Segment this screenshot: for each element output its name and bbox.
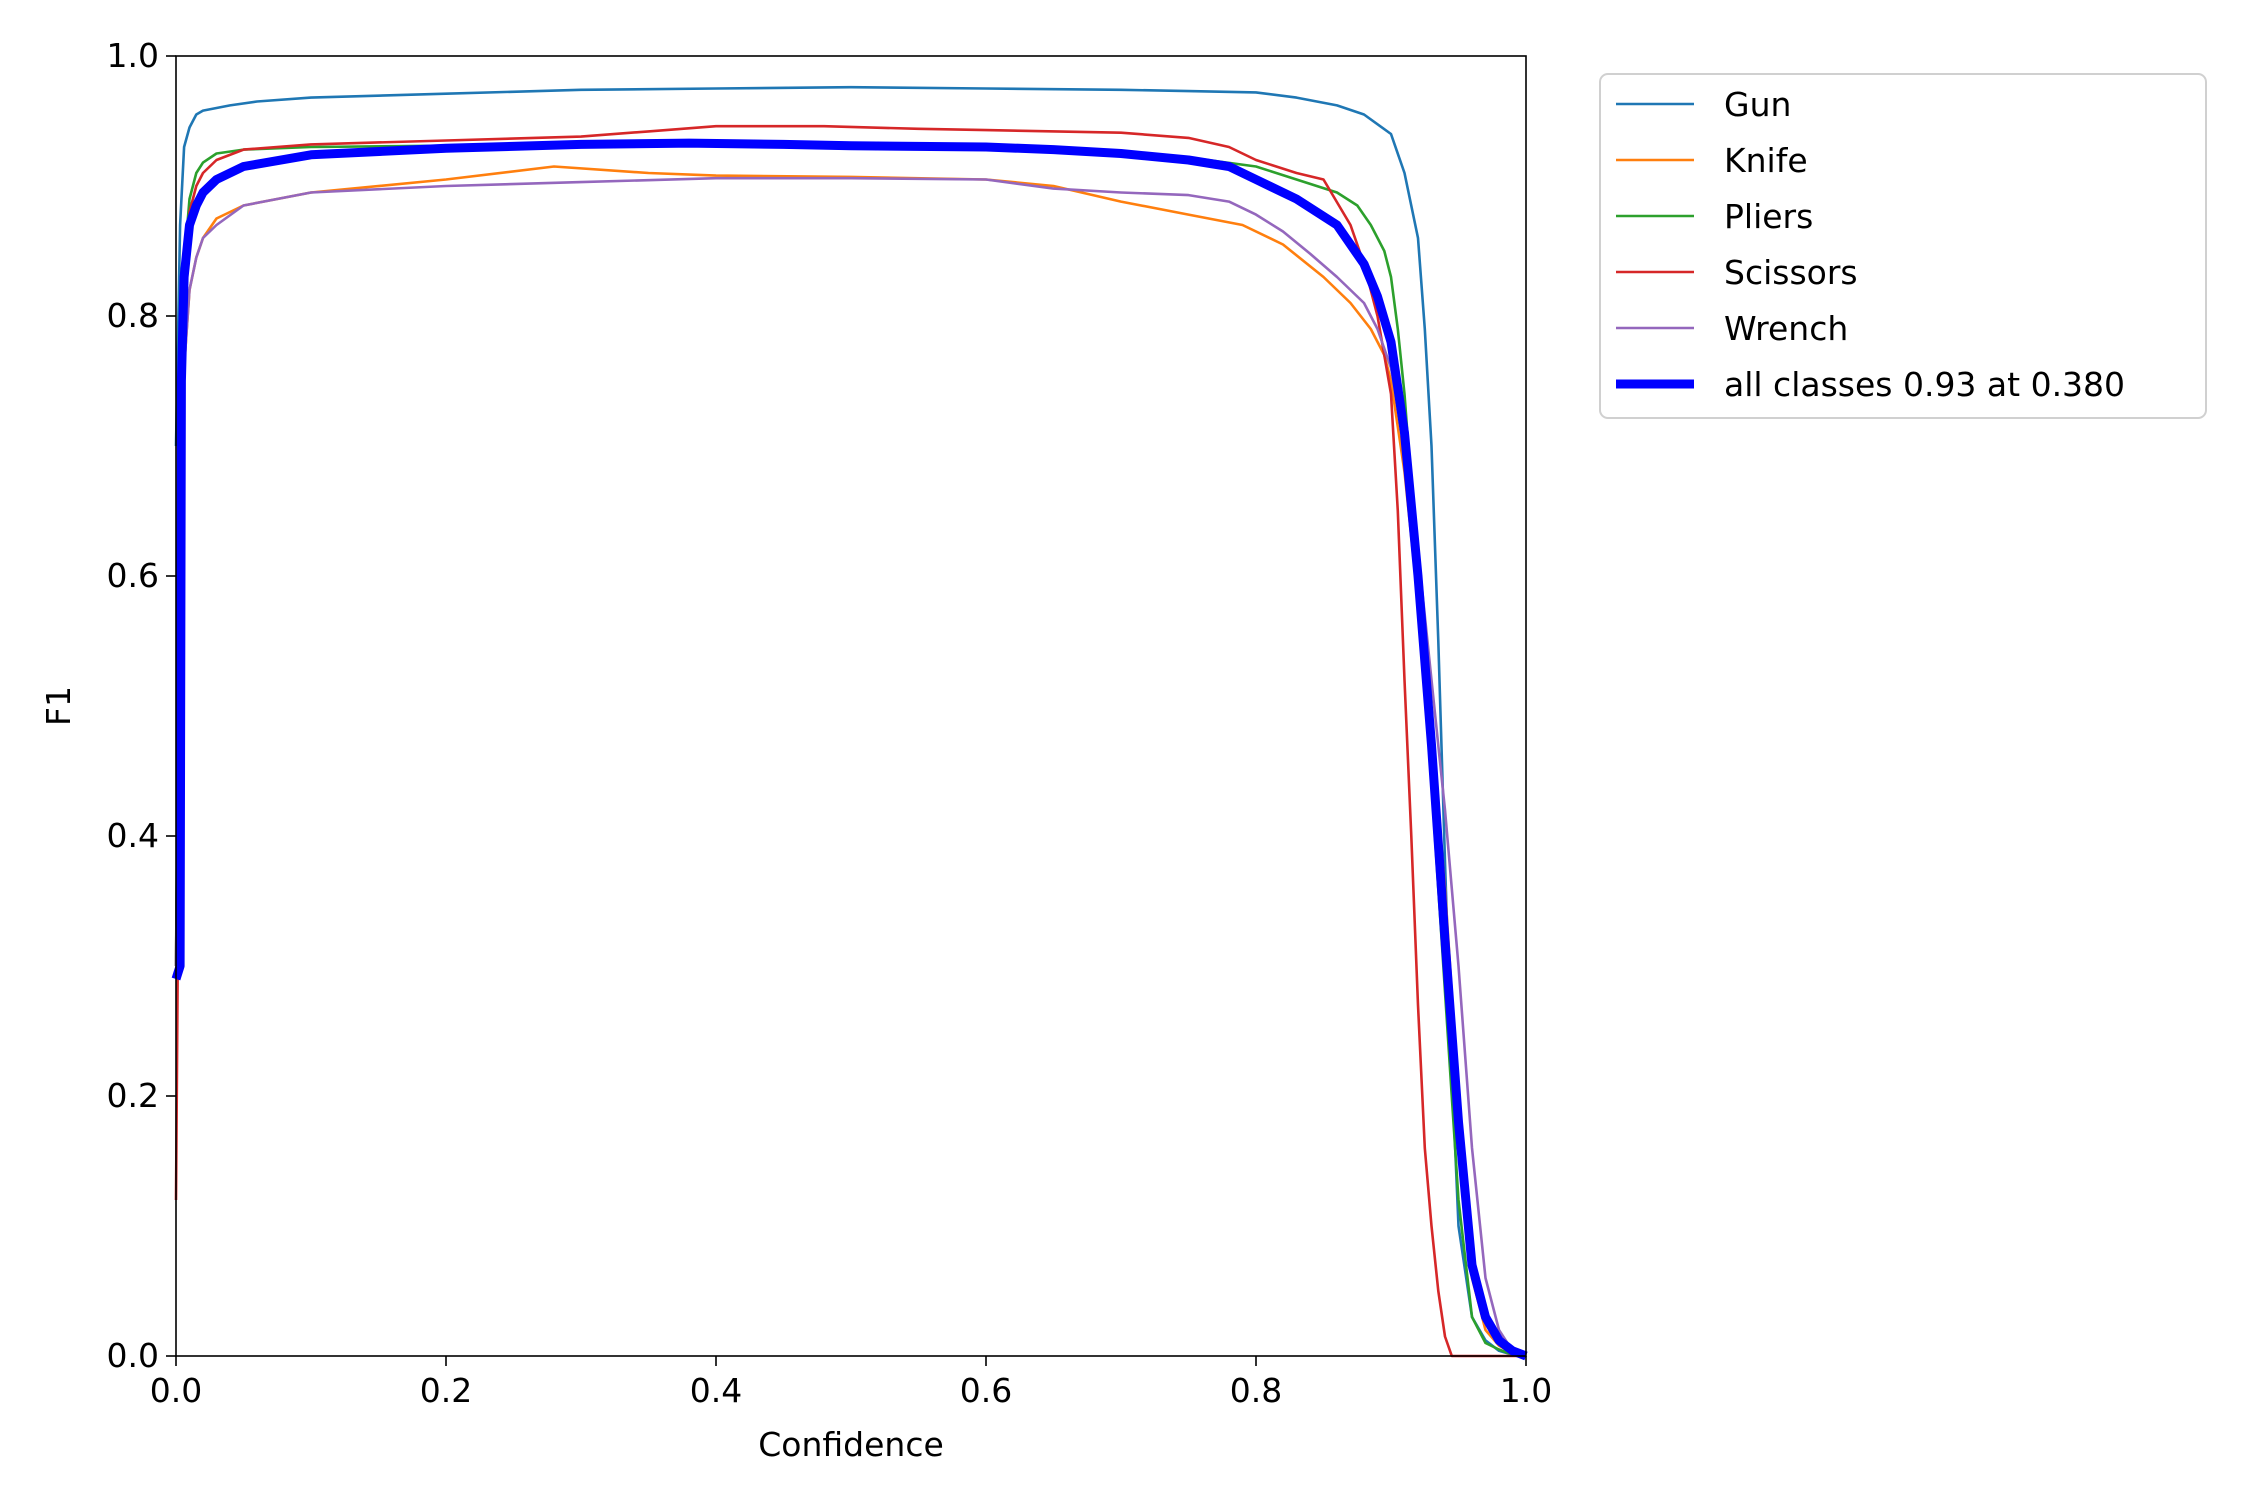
legend-label-scissors: Scissors xyxy=(1724,253,1858,292)
legend-box xyxy=(1599,73,2207,419)
y-axis-label: F1 xyxy=(39,686,78,726)
x-tick-label: 0.8 xyxy=(1230,1371,1282,1410)
y-tick-label: 0.0 xyxy=(107,1336,159,1375)
x-tick-label: 0.2 xyxy=(420,1371,472,1410)
y-tick-label: 0.4 xyxy=(107,816,159,855)
series-line-wrench xyxy=(174,176,1527,1358)
y-tick-label: 1.0 xyxy=(107,36,159,75)
legend-label-gun: Gun xyxy=(1724,85,1791,124)
legend-label-wrench: Wrench xyxy=(1724,309,1848,348)
plot-lines xyxy=(171,85,1528,1361)
series-line-knife xyxy=(174,165,1527,1358)
x-tick-label: 0.4 xyxy=(690,1371,742,1410)
x-axis-label: Confidence xyxy=(758,1425,944,1464)
legend-label-knife: Knife xyxy=(1724,141,1808,180)
legend-label-pliers: Pliers xyxy=(1724,197,1813,236)
series-line-scissors xyxy=(174,124,1526,1358)
legend-label-all-classes-0-93-at-0-380: all classes 0.93 at 0.380 xyxy=(1724,365,2125,404)
y-tick-label: 0.8 xyxy=(107,296,159,335)
x-tick-label: 1.0 xyxy=(1500,1371,1552,1410)
y-axis-ticks: 0.0 0.2 0.4 0.6 0.8 1.0 xyxy=(107,36,176,1375)
series-line-pliers xyxy=(174,140,1527,1358)
x-tick-label: 0.0 xyxy=(150,1371,202,1410)
plot-area-frame xyxy=(175,55,1527,1357)
series-line-all-classes-0-93-at-0-380 xyxy=(171,138,1528,1361)
legend: Gun Knife Pliers Scissors Wrench all classes … xyxy=(1599,73,2207,419)
x-axis-ticks: 0.0 0.2 0.4 0.6 0.8 1.0 xyxy=(150,1356,1552,1410)
x-tick-label: 0.6 xyxy=(960,1371,1012,1410)
y-tick-label: 0.6 xyxy=(107,556,159,595)
y-tick-label: 0.2 xyxy=(107,1076,159,1115)
